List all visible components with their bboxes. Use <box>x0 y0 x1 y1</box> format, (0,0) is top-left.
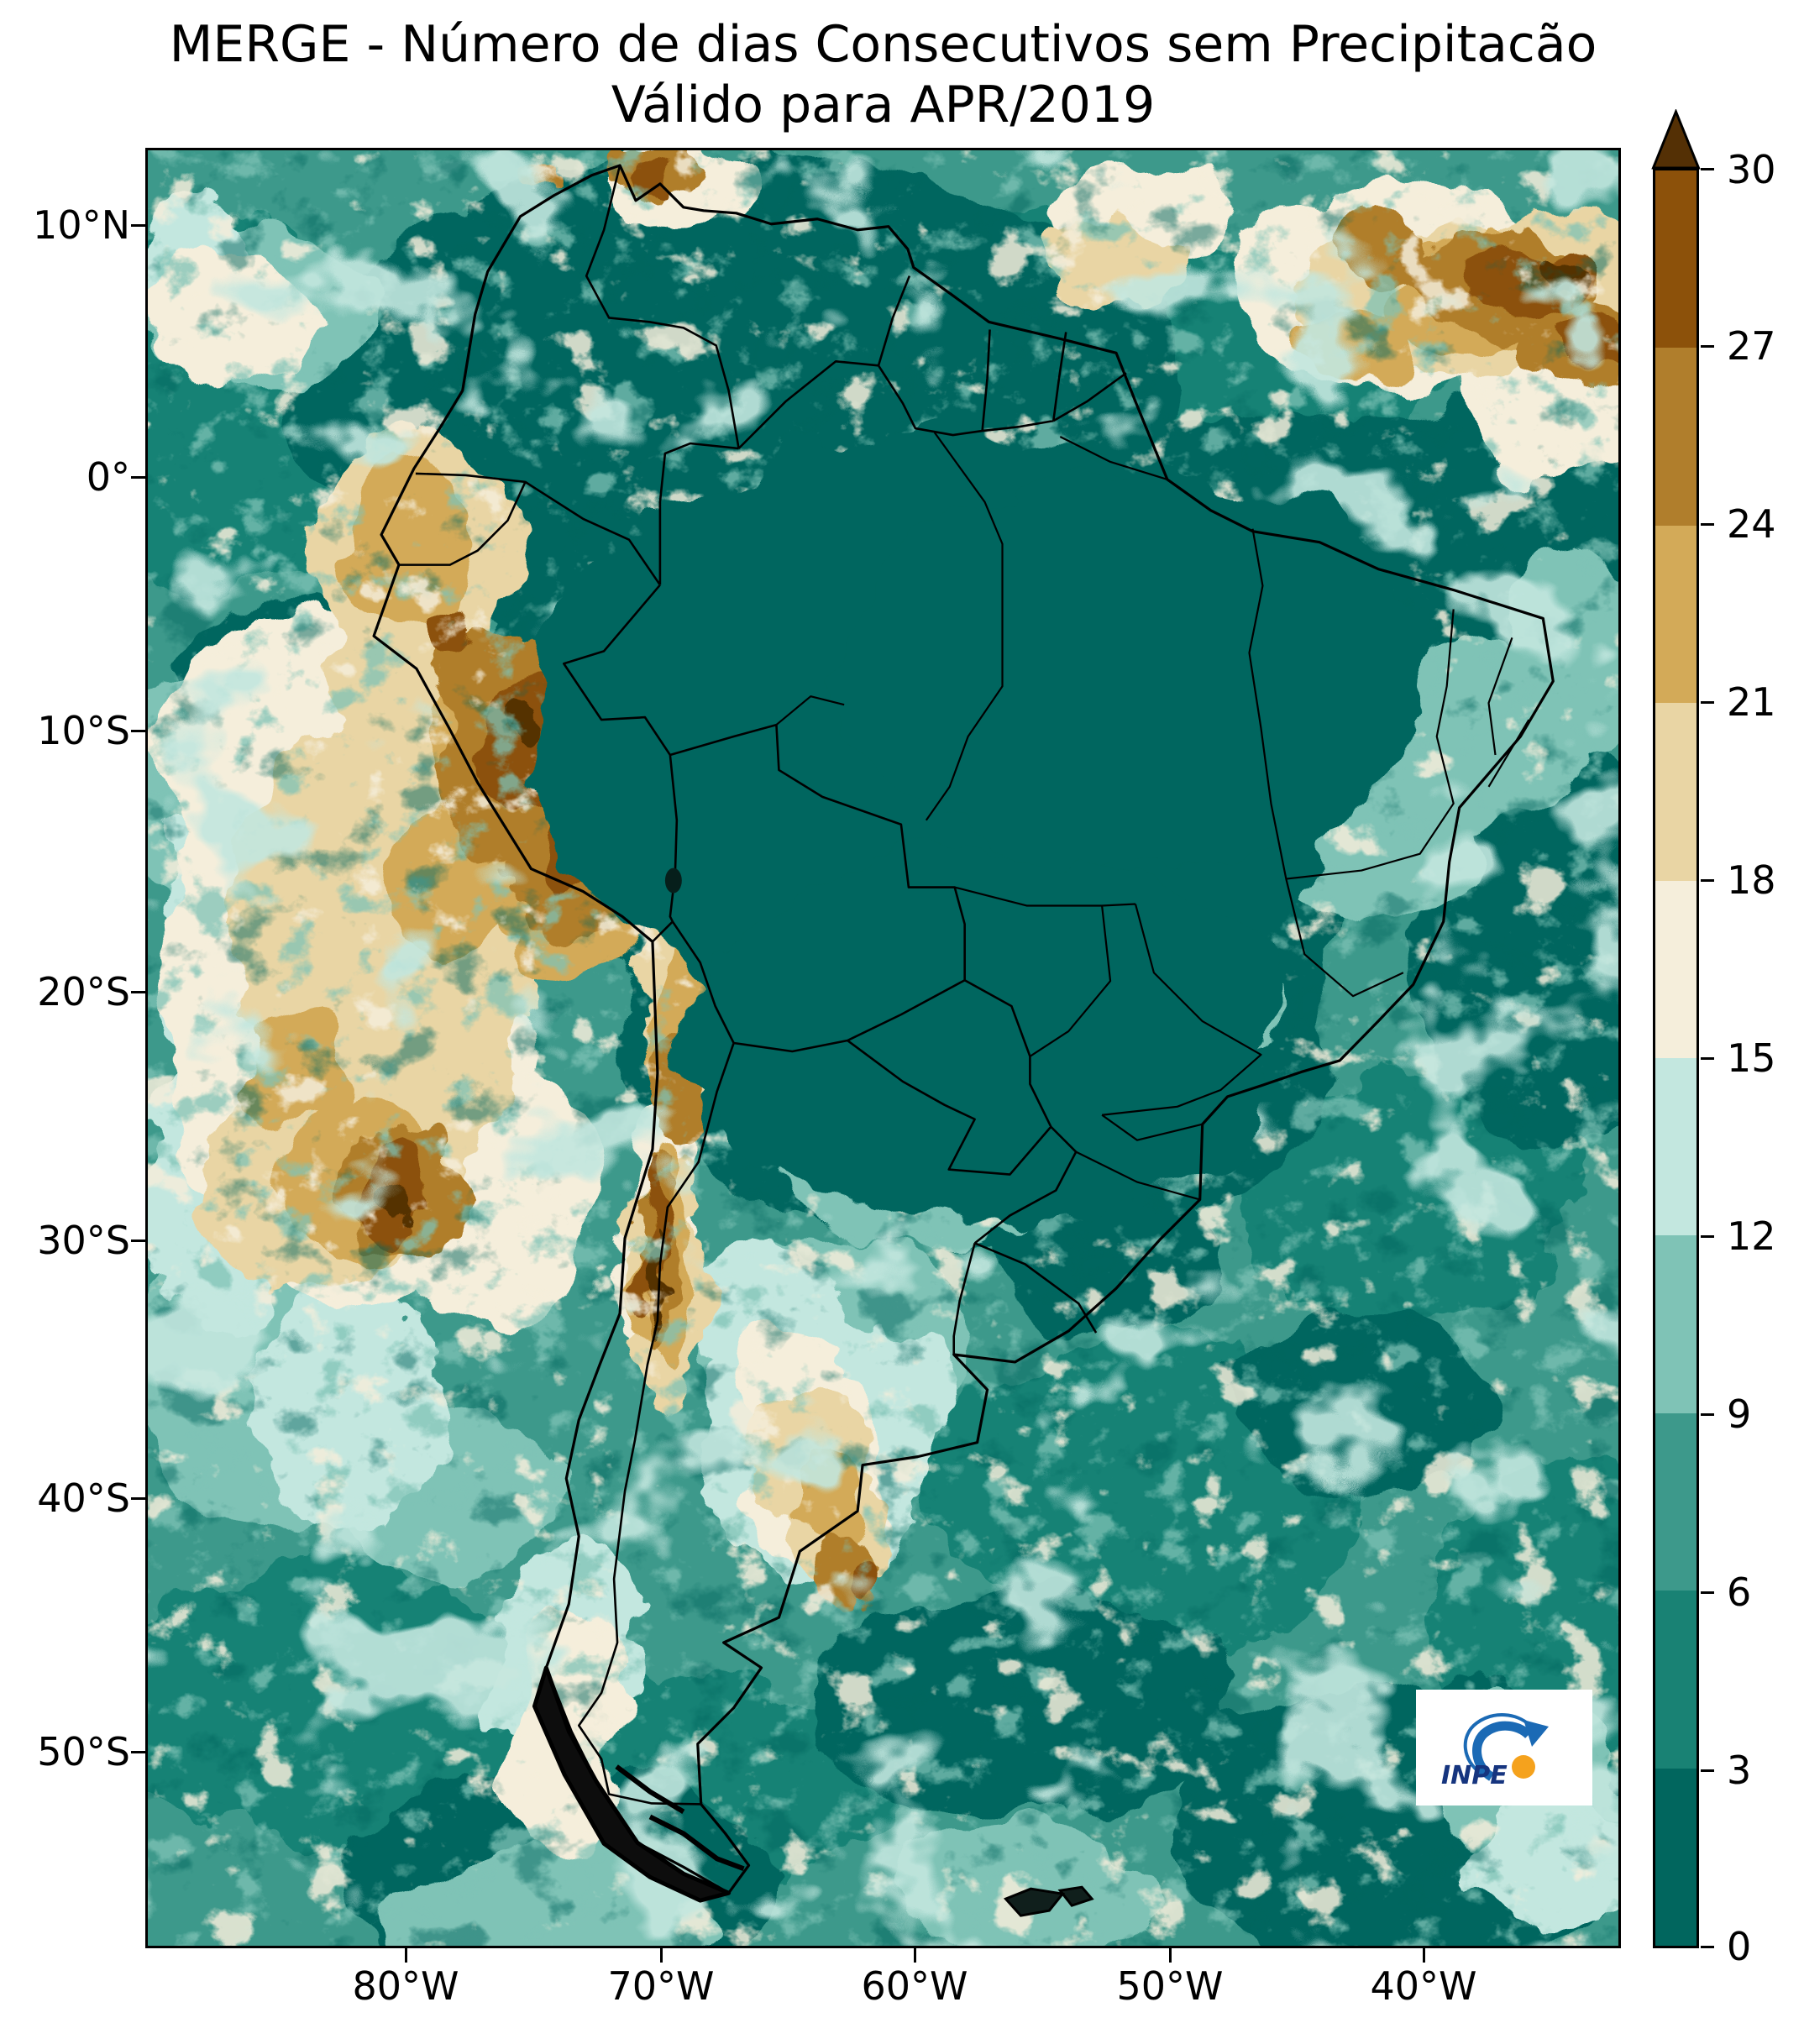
patagonia-fjords <box>532 1665 732 1903</box>
colorbar-tick-mark <box>1701 523 1714 526</box>
colorbar-tick-label: 27 <box>1727 323 1776 369</box>
colorbar-tick-label: 21 <box>1727 679 1776 725</box>
colorbar-seg-12-15 <box>1655 1057 1696 1236</box>
colorbar-seg-18-21 <box>1655 703 1696 881</box>
logo-planet <box>1512 1755 1535 1779</box>
y-tick-mark <box>131 1497 145 1500</box>
x-tick-label: 70°W <box>607 1963 715 2009</box>
colorbar-seg-27-30 <box>1655 170 1696 349</box>
colorbar-seg-3-6 <box>1655 1591 1696 1769</box>
colorbar-tick-mark <box>1701 1769 1714 1772</box>
y-tick-mark <box>131 730 145 732</box>
colorbar-tick-mark <box>1701 1591 1714 1594</box>
x-tick-mark <box>405 1948 407 1963</box>
y-tick-label: 40°S <box>37 1475 130 1521</box>
colorbar-tick-label: 24 <box>1727 501 1776 547</box>
y-tick-label: 10°N <box>33 202 130 248</box>
y-tick-label: 50°S <box>37 1729 130 1774</box>
y-tick-mark <box>131 224 145 227</box>
tierra-del-fuego <box>615 1764 745 1872</box>
logo-orbit <box>1463 1713 1531 1775</box>
y-tick-mark <box>131 1751 145 1753</box>
colorbar-tick-label: 18 <box>1727 857 1776 903</box>
colorbar-seg-0-3 <box>1655 1768 1696 1946</box>
precipitation-map <box>148 150 1618 1946</box>
colorbar-seg-9-12 <box>1655 1235 1696 1413</box>
colorbar-tick-mark <box>1701 879 1714 882</box>
x-tick-label: 50°W <box>1116 1963 1224 2009</box>
colorbar-tick-mark <box>1701 1235 1714 1238</box>
x-tick-label: 40°W <box>1370 1963 1477 2009</box>
y-tick-mark <box>131 1240 145 1242</box>
colorbar-tick-label: 30 <box>1727 147 1776 192</box>
colorbar-tick-mark <box>1701 1413 1714 1416</box>
y-tick-label: 10°S <box>37 708 130 753</box>
colorbar-tick-mark <box>1701 1057 1714 1060</box>
x-tick-label: 60°W <box>861 1963 968 2009</box>
inpe-logo: INPE <box>1416 1690 1592 1806</box>
logo-text: INPE <box>1441 1761 1508 1790</box>
x-tick-mark <box>1423 1948 1425 1963</box>
logo-swoosh <box>1472 1721 1532 1781</box>
colorbar-seg-24-27 <box>1655 348 1696 526</box>
colorbar-seg-21-24 <box>1655 525 1696 704</box>
colorbar-seg-6-9 <box>1655 1412 1696 1591</box>
colorbar-tick-label: 0 <box>1727 1924 1752 1969</box>
x-tick-label: 80°W <box>352 1963 459 2009</box>
falkland-islands <box>1003 1885 1094 1917</box>
y-tick-mark <box>131 991 145 993</box>
inpe-logo-graphic: INPE <box>1441 1713 1549 1790</box>
colorbar-seg-15-18 <box>1655 880 1696 1058</box>
colorbar-tick-label: 9 <box>1727 1391 1752 1437</box>
colorbar-tick-mark <box>1701 168 1714 170</box>
chart-title: MERGE - Número de dias Consecutivos sem … <box>169 15 1597 74</box>
x-tick-mark <box>660 1948 663 1963</box>
state-borders <box>775 432 1530 1201</box>
y-tick-mark <box>131 476 145 479</box>
coastline <box>372 164 1555 1895</box>
x-tick-mark <box>1169 1948 1172 1963</box>
x-tick-mark <box>914 1948 916 1963</box>
colorbar-tick-mark <box>1701 345 1714 348</box>
colorbar-tick-mark <box>1701 701 1714 704</box>
colorbar-tick-label: 3 <box>1727 1748 1752 1793</box>
colorbar-tick-label: 12 <box>1727 1213 1776 1259</box>
colorbar-tick-mark <box>1701 1946 1714 1948</box>
colorbar <box>1653 168 1699 1948</box>
colorbar-tick-label: 6 <box>1727 1570 1752 1615</box>
amazon-core <box>524 435 1429 1223</box>
y-tick-label: 20°S <box>37 969 130 1014</box>
y-tick-label: 30°S <box>37 1218 130 1263</box>
chart-subtitle: Válido para APR/2019 <box>611 76 1156 134</box>
logo-arrowhead <box>1523 1720 1549 1747</box>
colorbar-tick-label: 15 <box>1727 1035 1776 1081</box>
map-plot <box>145 148 1621 1948</box>
y-tick-label: 0° <box>86 454 130 500</box>
lake-titicaca <box>664 867 682 894</box>
colorbar-over-arrow <box>1651 109 1701 170</box>
